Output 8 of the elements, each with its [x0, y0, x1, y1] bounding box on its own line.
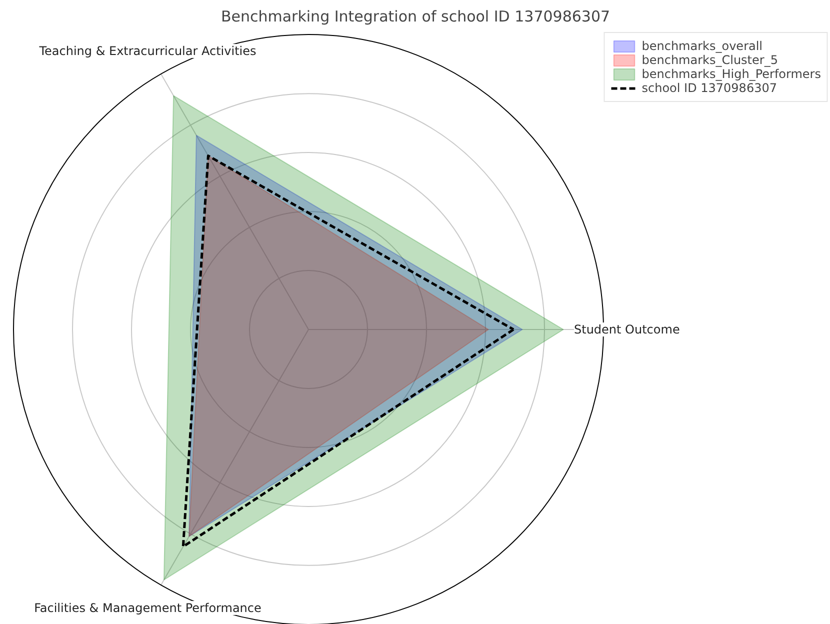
chart-title: Benchmarking Integration of school ID 1370986307: [220, 8, 610, 26]
spoke-label: Facilities & Management Performance: [34, 600, 262, 615]
legend-label: benchmarks_overall: [642, 39, 763, 53]
spoke-label: Teaching & Extracurricular Activities: [38, 44, 256, 58]
spoke-label: Student Outcome: [574, 322, 680, 336]
legend-label: school ID 1370986307: [642, 81, 777, 95]
legend-label: benchmarks_Cluster_5: [642, 53, 778, 67]
legend-label: benchmarks_High_Performers: [642, 67, 821, 81]
